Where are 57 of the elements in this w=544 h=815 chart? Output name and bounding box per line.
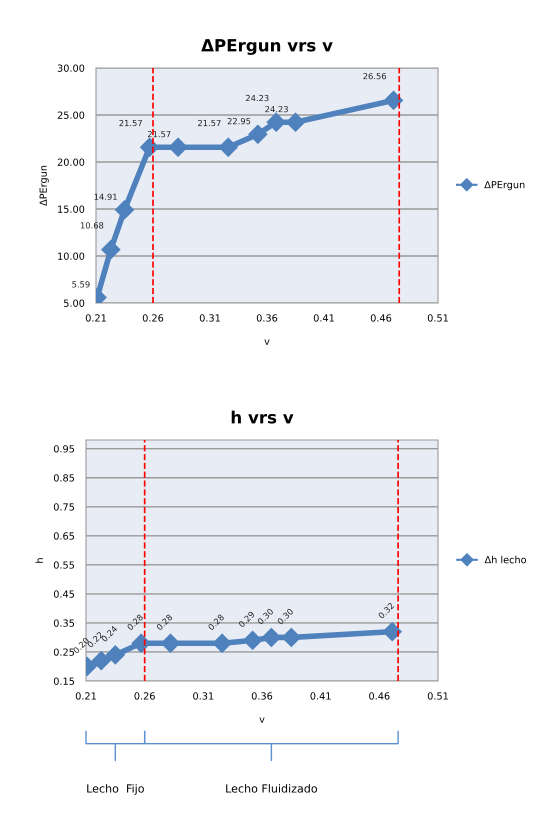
- x-tick-label: 0.46: [369, 692, 390, 700]
- data-label: 22.95: [228, 118, 250, 124]
- x-tick-label: 0.21: [86, 314, 106, 322]
- legend-label: ΔPErgun: [484, 181, 524, 190]
- x-tick-label: 0.51: [428, 692, 448, 700]
- data-label: 24.23: [265, 106, 288, 112]
- data-label: 5.59: [72, 281, 90, 288]
- y-tick-label: 0.75: [54, 503, 74, 511]
- y-tick-label: 0.45: [54, 590, 74, 598]
- y-tick-label: 30.00: [58, 64, 84, 72]
- legend-label: Δh lecho: [484, 556, 526, 564]
- y-tick-label: 0.35: [54, 619, 74, 627]
- y-axis-title: h: [36, 558, 43, 563]
- point: [248, 124, 268, 144]
- data-label: 26.56: [363, 72, 386, 80]
- x-tick-label: 0.36: [252, 692, 272, 700]
- data-label: 10.68: [80, 222, 104, 229]
- chart-title: h vrs v: [232, 410, 294, 424]
- point: [106, 645, 125, 664]
- y-tick-label: 0.55: [54, 561, 74, 569]
- x-tick-label: 0.26: [134, 692, 155, 700]
- point: [243, 630, 262, 650]
- data-label: 21.57: [148, 130, 170, 138]
- y-axis-title: ΔPErgun: [40, 166, 49, 206]
- point: [101, 240, 120, 260]
- y-tick-label: 10.00: [58, 252, 84, 260]
- x-axis-title: v: [259, 717, 265, 723]
- x-tick-label: 0.41: [314, 314, 334, 322]
- y-tick-label: 0.25: [54, 648, 74, 656]
- x-tick-label: 0.26: [142, 314, 164, 322]
- y-tick-label: 25.00: [58, 111, 84, 119]
- point: [382, 622, 402, 642]
- data-label: 21.57: [198, 120, 221, 126]
- y-tick-label: 0.85: [54, 474, 74, 482]
- y-tick-label: 0.15: [54, 677, 74, 685]
- text: Lecho Fijo: [87, 784, 144, 795]
- x-tick-label: 0.46: [370, 314, 392, 322]
- text: Lecho Fluidizado: [226, 784, 318, 793]
- data-label: 14.91: [94, 194, 117, 200]
- data-label: 24.23: [246, 94, 269, 102]
- y-tick-label: 15.00: [58, 205, 84, 213]
- point: [114, 200, 134, 220]
- x-tick-label: 0.41: [310, 692, 331, 700]
- y-tick-label: 20.00: [58, 158, 84, 166]
- x-axis-title: v: [264, 339, 270, 345]
- y-tick-label: 0.95: [54, 445, 74, 453]
- x-tick-label: 0.21: [76, 692, 96, 700]
- x-tick-label: 0.31: [193, 692, 214, 700]
- x-tick-label: 0.51: [428, 314, 448, 322]
- data-label: 21.57: [119, 120, 142, 126]
- chart-title: ΔPErgun vrs v: [201, 39, 333, 55]
- x-tick-label: 0.31: [200, 314, 220, 322]
- point: [384, 90, 404, 110]
- point: [92, 651, 111, 670]
- x-tick-label: 0.36: [256, 314, 278, 322]
- y-tick-label: 0.65: [54, 532, 74, 540]
- y-tick-label: 5.00: [64, 299, 84, 307]
